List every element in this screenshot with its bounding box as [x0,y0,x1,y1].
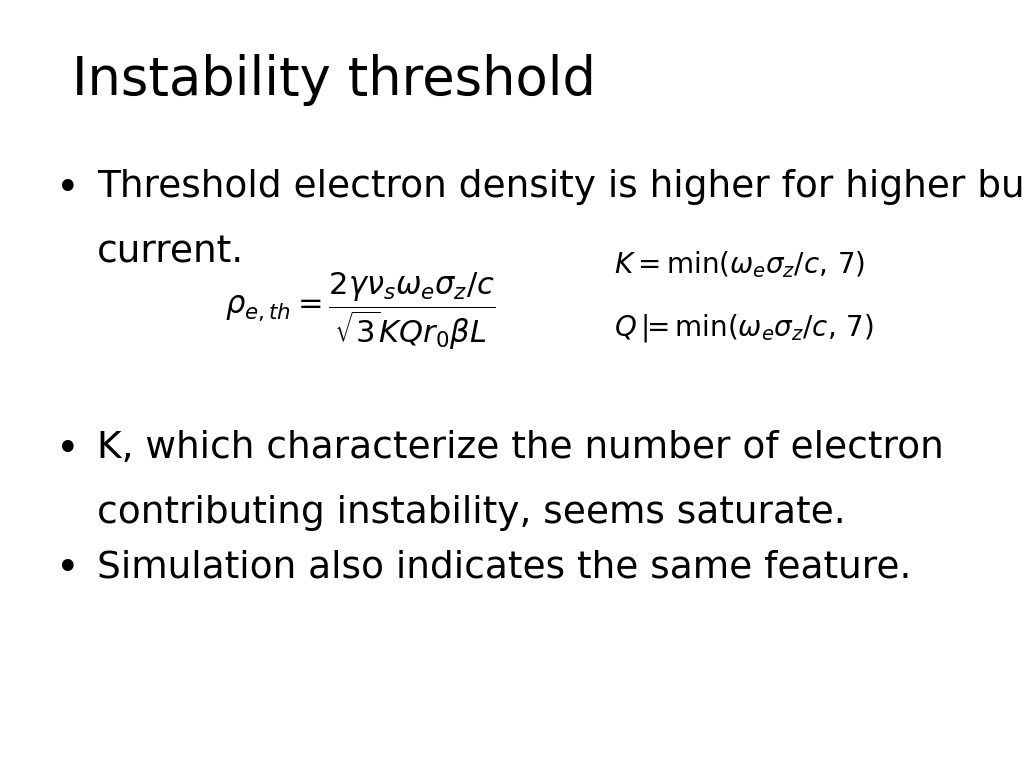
Text: Instability threshold: Instability threshold [72,54,596,106]
Text: $\rho_{e,th} = \dfrac{2\gamma\nu_s\omega_e\sigma_z/c}{\sqrt{3}KQr_0\beta L}$: $\rho_{e,th} = \dfrac{2\gamma\nu_s\omega… [225,270,496,352]
Text: •: • [56,169,80,209]
Text: •: • [56,430,80,470]
Text: K, which characterize the number of electron: K, which characterize the number of elec… [97,430,944,466]
Text: current.: current. [97,234,245,270]
Text: $Q \,|\!\!= \min(\omega_e\sigma_z/c,\, 7)$: $Q \,|\!\!= \min(\omega_e\sigma_z/c,\, 7… [614,312,874,344]
Text: •: • [56,549,80,589]
Text: contributing instability, seems saturate.: contributing instability, seems saturate… [97,495,846,531]
Text: $K = \min(\omega_e\sigma_z/c,\, 7)$: $K = \min(\omega_e\sigma_z/c,\, 7)$ [614,250,865,280]
Text: Threshold electron density is higher for higher bunch: Threshold electron density is higher for… [97,169,1024,205]
Text: Simulation also indicates the same feature.: Simulation also indicates the same featu… [97,549,911,585]
